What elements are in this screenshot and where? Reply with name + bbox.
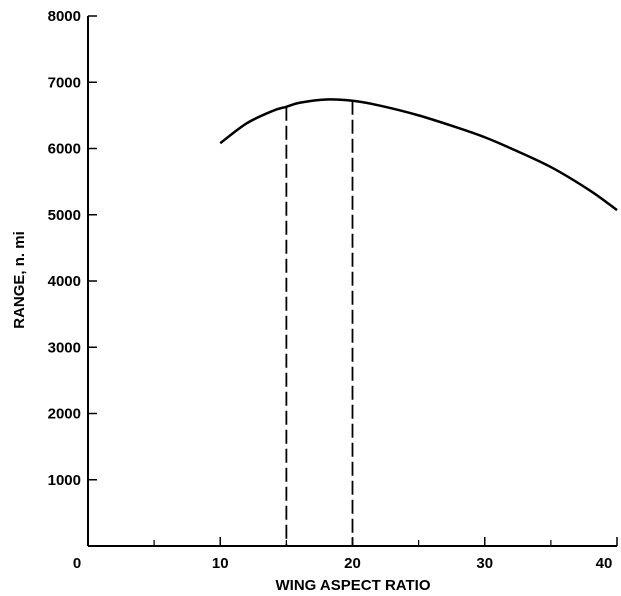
y-tick-label: 6000 — [48, 141, 81, 158]
reference-lines — [285, 100, 354, 546]
y-tick-label: 7000 — [48, 74, 81, 91]
y-tick-label: 8000 — [48, 8, 81, 25]
x-tick-label: 40 — [596, 555, 613, 572]
y-axis-label: RANGE, n. mi — [11, 231, 28, 329]
y-tick-label: 1000 — [48, 472, 81, 489]
tick-labels: 1000 2000 3000 4000 5000 6000 7000 8000 10 20 30 40… — [48, 8, 613, 572]
x-axis-label: WING ASPECT RATIO — [276, 577, 431, 594]
x-tick-label: 30 — [476, 555, 493, 572]
y-tick-label: 3000 — [48, 339, 81, 356]
range-curve — [219, 98, 618, 212]
x-tick-label: 10 — [212, 555, 229, 572]
y-tick-label: 5000 — [48, 207, 81, 224]
origin-label: 0 — [73, 555, 81, 572]
y-tick-label: 4000 — [48, 273, 81, 290]
y-tick-label: 2000 — [48, 406, 81, 423]
x-tick-label: 20 — [344, 555, 361, 572]
series — [219, 98, 618, 212]
